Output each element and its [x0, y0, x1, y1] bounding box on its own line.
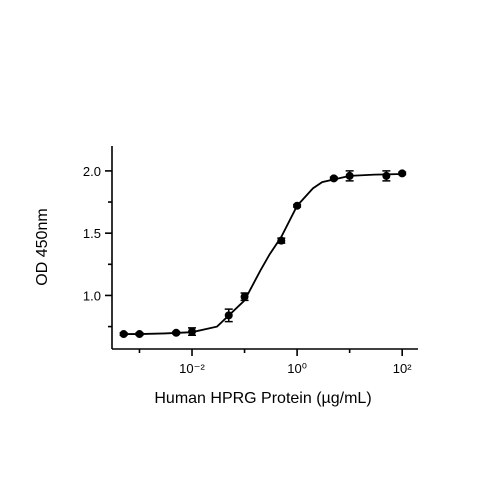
- data-point: [119, 330, 128, 339]
- y-tick-label: 1.5: [83, 226, 101, 241]
- data-point: [277, 236, 286, 245]
- x-tick-label: 10²: [393, 361, 412, 376]
- x-tick-label: 10⁰: [287, 361, 307, 376]
- y-tick-label: 2.0: [83, 164, 101, 179]
- data-point: [382, 171, 391, 180]
- fit-curve: [123, 173, 403, 335]
- data-point: [188, 327, 197, 336]
- data-point: [135, 330, 144, 339]
- data-point: [240, 292, 249, 301]
- data-point: [329, 174, 338, 183]
- data-point: [345, 171, 354, 180]
- data-point: [224, 311, 233, 320]
- data-point: [398, 169, 407, 178]
- x-tick-label: 10⁻²: [179, 361, 205, 376]
- y-axis-label: OD 450nm: [34, 208, 51, 285]
- x-axis-label: Human HPRG Protein (µg/mL): [154, 390, 371, 407]
- data-point: [172, 328, 181, 337]
- data-point: [293, 201, 302, 210]
- y-tick-label: 1.0: [83, 288, 101, 303]
